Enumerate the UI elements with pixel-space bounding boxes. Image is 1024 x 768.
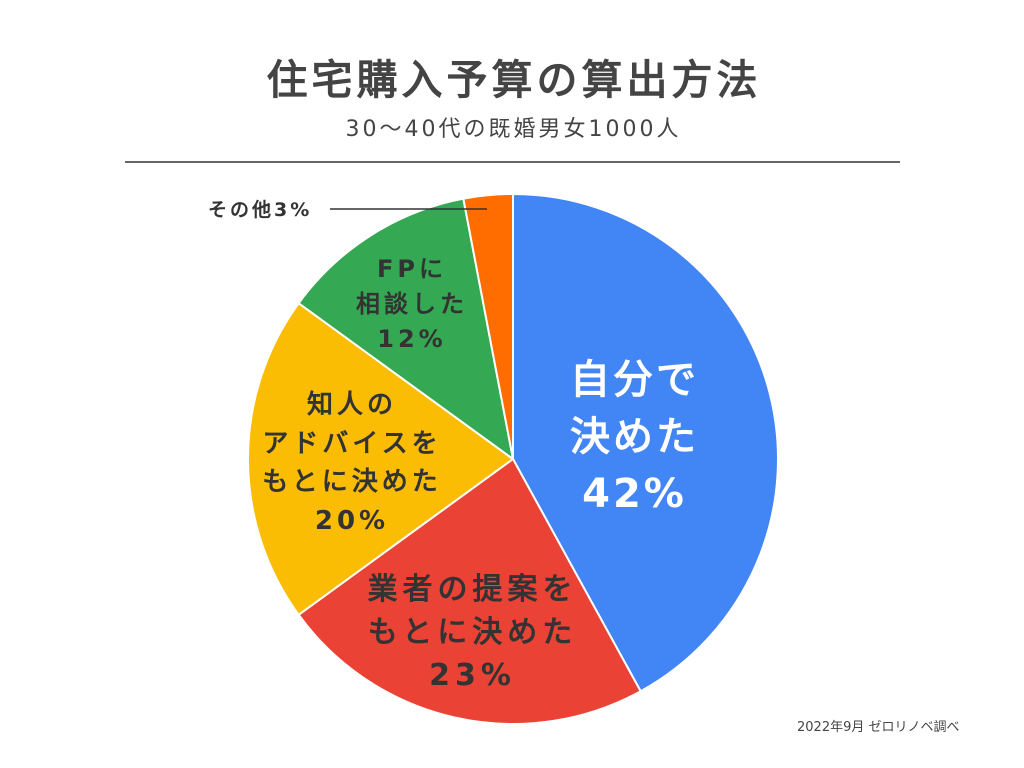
pie-slices [247,193,779,725]
slice-label-fp-consultation: FPに 相談した 12% [330,252,490,357]
pie-slice-vendor-proposal [297,458,642,725]
slice-label-line: もとに決めた [367,615,578,650]
slice-label-line: もとに決めた [262,467,442,497]
chart-subtitle: 30〜40代の既婚男女1000人 [345,117,682,142]
pie-slice-acquaintance-advice [247,302,514,616]
source-note: 2022年9月 ゼロリノベ調べ [797,720,960,735]
slice-percent-label: 23% [429,658,516,693]
slice-label-line: その他 [208,199,275,221]
slice-percent-label: 42% [582,471,687,517]
slice-label-line: 相談した [356,290,468,318]
slice-label-acquaintance-advice: 知人の アドバイスを もとに決めた 20% [240,386,460,540]
slice-percent-label: 20% [314,505,390,536]
pie-slice-other [462,193,514,460]
slice-label-line: アドバイスを [262,428,442,459]
slice-label-line: FPに [377,255,447,283]
slice-label-vendor-proposal: 業者の提案を もとに決めた 23% [340,568,600,697]
slice-percent-label: 12% [377,325,447,353]
slice-label-line: 知人の [306,390,397,420]
pie-slice-self-decided [512,193,779,693]
title-divider [125,161,900,163]
slice-label-line: 業者の提案を [367,572,578,607]
slice-percent-label: 3% [274,199,313,221]
slice-label-self-decided: 自分で 決めた 42% [533,352,733,523]
chart-title: 住宅購入予算の算出方法 [266,56,762,104]
slice-label-other: その他3% [208,197,312,223]
pie-slice-fp-consultation [297,197,514,460]
slice-label-line: 自分で [570,357,699,403]
slice-label-line: 決めた [570,414,699,460]
